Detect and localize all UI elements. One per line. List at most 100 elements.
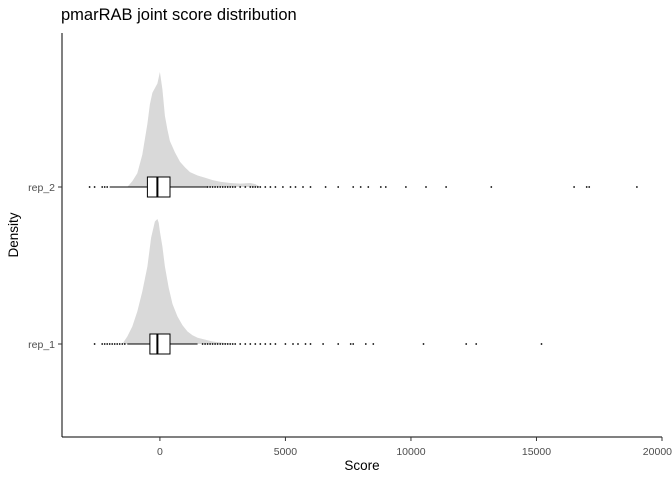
outlier-point xyxy=(294,186,297,188)
outlier-point xyxy=(244,343,247,345)
outlier-point xyxy=(445,186,447,188)
outlier-point xyxy=(116,343,119,345)
outlier-point xyxy=(274,186,277,188)
series-rep_2 xyxy=(88,72,638,198)
outlier-point xyxy=(211,186,214,188)
outlier-point xyxy=(384,186,387,188)
outlier-point xyxy=(364,343,367,345)
outlier-point xyxy=(103,186,106,188)
outlier-point xyxy=(234,186,237,188)
outlier-point xyxy=(229,186,232,188)
outlier-point xyxy=(573,186,575,188)
outlier-point xyxy=(405,186,407,188)
outlier-point xyxy=(425,186,427,188)
outlier-point xyxy=(221,186,224,188)
outlier-point xyxy=(111,343,114,345)
box-rep_1 xyxy=(149,333,171,355)
outlier-point xyxy=(231,343,234,345)
outlier-point xyxy=(244,186,247,188)
x-axis-ticks: 0 5000 10000 15000 20000 xyxy=(157,437,672,458)
x-tick-label: 20000 xyxy=(643,446,672,458)
outlier-point xyxy=(490,186,493,188)
outlier-point xyxy=(214,186,217,188)
outlier-point xyxy=(359,186,362,188)
outlier-point xyxy=(214,343,217,345)
outlier-point xyxy=(113,343,116,345)
outlier-point xyxy=(274,343,277,345)
y-axis-title: Density xyxy=(6,212,21,257)
outlier-point xyxy=(249,343,252,345)
outlier-point xyxy=(219,343,222,345)
outlier-point xyxy=(88,186,91,188)
outlier-point xyxy=(216,343,219,345)
outlier-point xyxy=(379,186,382,188)
outlier-point xyxy=(93,343,96,345)
outlier-point xyxy=(221,343,224,345)
outlier-point xyxy=(123,343,126,345)
outlier-point xyxy=(284,343,287,345)
outlier-point xyxy=(121,343,124,345)
outlier-point xyxy=(264,186,267,188)
outlier-point xyxy=(352,343,355,345)
outlier-point xyxy=(206,186,209,188)
outlier-point xyxy=(106,343,109,345)
density-area-rep_2 xyxy=(127,72,261,187)
x-tick-label: 5000 xyxy=(274,446,298,458)
y-axis-ticks: rep_1 rep_2 xyxy=(28,182,62,351)
outlier-point xyxy=(367,186,370,188)
outlier-point xyxy=(226,186,229,188)
outlier-point xyxy=(106,186,109,188)
outlier-point xyxy=(239,186,242,188)
x-tick-label: 10000 xyxy=(396,446,425,458)
outlier-point xyxy=(588,186,591,188)
outlier-point xyxy=(219,186,222,188)
outlier-point xyxy=(216,186,219,188)
outlier-point xyxy=(201,343,204,345)
outlier-point xyxy=(224,343,227,345)
outlier-point xyxy=(475,343,478,345)
outlier-point xyxy=(264,343,267,345)
outlier-point xyxy=(585,186,588,188)
density-area-rep_1 xyxy=(122,219,236,344)
outlier-point xyxy=(239,343,242,345)
outlier-point xyxy=(372,343,375,345)
outlier-point xyxy=(540,343,543,345)
outlier-point xyxy=(229,343,232,345)
chart-title: pmarRAB joint score distribution xyxy=(61,6,297,24)
outlier-point xyxy=(302,186,304,188)
series-rep_1 xyxy=(93,219,543,355)
outlier-point xyxy=(349,343,352,345)
outlier-point xyxy=(249,186,252,188)
outlier-point xyxy=(224,186,227,188)
outlier-point xyxy=(337,343,340,345)
outlier-point xyxy=(304,343,307,345)
outlier-point xyxy=(101,343,104,345)
outlier-point xyxy=(269,186,272,188)
x-axis-title: Score xyxy=(344,458,379,473)
outlier-point xyxy=(93,186,96,188)
outlier-point xyxy=(292,343,294,345)
outlier-point xyxy=(103,343,106,345)
outlier-point xyxy=(254,186,257,188)
outlier-point xyxy=(259,343,262,345)
outlier-point xyxy=(254,343,257,345)
outlier-point xyxy=(337,186,340,188)
x-tick-label: 0 xyxy=(157,446,163,458)
outlier-point xyxy=(309,186,312,188)
outlier-point xyxy=(234,343,237,345)
outlier-point xyxy=(352,186,355,188)
box-rep_2 xyxy=(146,176,171,198)
x-tick-label: 15000 xyxy=(522,446,551,458)
outlier-point xyxy=(636,186,638,188)
outlier-point xyxy=(465,343,468,345)
outlier-point xyxy=(211,343,214,345)
outlier-point xyxy=(226,343,229,345)
outlier-point xyxy=(322,343,324,345)
outlier-point xyxy=(259,186,262,188)
y-tick-label: rep_1 xyxy=(28,339,55,351)
outlier-point xyxy=(422,343,425,345)
outlier-point xyxy=(251,186,254,188)
outlier-point xyxy=(297,343,299,345)
outlier-point xyxy=(209,343,212,345)
